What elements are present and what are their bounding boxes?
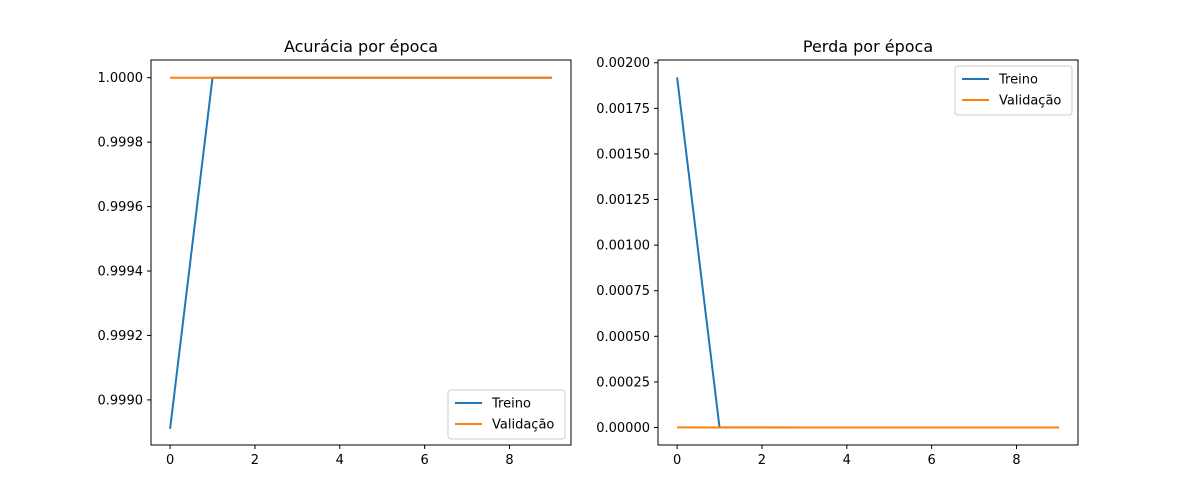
loss-series-layer — [676, 77, 1059, 429]
accuracy-x-tick-label: 0 — [166, 453, 174, 468]
loss-y-tick-label: 0.00100 — [596, 239, 650, 254]
accuracy-y-tick-label: 0.9996 — [98, 200, 144, 215]
loss-legend-label-validacao: Validação — [999, 94, 1061, 109]
accuracy-y-tick-label: 0.9998 — [98, 136, 144, 151]
loss-legend: Treino Validação — [954, 65, 1073, 116]
loss-y-tick-label: 0.00025 — [596, 375, 650, 390]
loss-y-tick-label: 0.00000 — [596, 421, 650, 436]
loss-y-axis: 0.00000 0.00025 0.00050 0.00075 0.00100 0.001… — [596, 56, 658, 436]
accuracy-x-tick-label: 4 — [336, 453, 344, 468]
accuracy-chart-title: Acurácia por época — [284, 37, 438, 56]
loss-y-tick-label: 0.00200 — [596, 56, 650, 71]
loss-x-tick-label: 6 — [927, 453, 935, 468]
accuracy-y-axis: 0.9990 0.9992 0.9994 0.9996 0.9998 1.0000 — [98, 71, 151, 408]
loss-y-tick-label: 0.00125 — [596, 193, 650, 208]
loss-legend-label-treino: Treino — [998, 73, 1038, 88]
accuracy-x-axis: 0 2 4 6 8 — [166, 445, 514, 468]
loss-y-tick-label: 0.00050 — [596, 330, 650, 345]
loss-chart-title: Perda por época — [803, 37, 933, 56]
accuracy-y-tick-label: 0.9990 — [98, 393, 144, 408]
loss-x-tick-label: 0 — [673, 453, 681, 468]
accuracy-y-tick-label: 0.9994 — [98, 265, 144, 280]
loss-y-tick-label: 0.00175 — [596, 102, 650, 117]
accuracy-plot-frame — [150, 59, 572, 446]
accuracy-legend: Treino Validação — [447, 389, 566, 440]
loss-x-tick-label: 4 — [843, 453, 851, 468]
loss-y-tick-label: 0.00075 — [596, 284, 650, 299]
accuracy-legend-label-validacao: Validação — [492, 418, 554, 433]
loss-plot-frame — [657, 59, 1079, 446]
accuracy-x-tick-label: 8 — [505, 453, 513, 468]
accuracy-x-tick-label: 2 — [251, 453, 259, 468]
loss-x-tick-label: 8 — [1012, 453, 1020, 468]
accuracy-y-tick-label: 1.0000 — [98, 71, 144, 86]
accuracy-legend-label-treino: Treino — [491, 397, 531, 412]
accuracy-y-tick-label: 0.9992 — [98, 329, 144, 344]
loss-x-axis: 0 2 4 6 8 — [673, 445, 1021, 468]
accuracy-series-layer — [169, 76, 552, 430]
loss-x-tick-label: 2 — [758, 453, 766, 468]
loss-y-tick-label: 0.00150 — [596, 147, 650, 162]
accuracy-x-tick-label: 6 — [420, 453, 428, 468]
